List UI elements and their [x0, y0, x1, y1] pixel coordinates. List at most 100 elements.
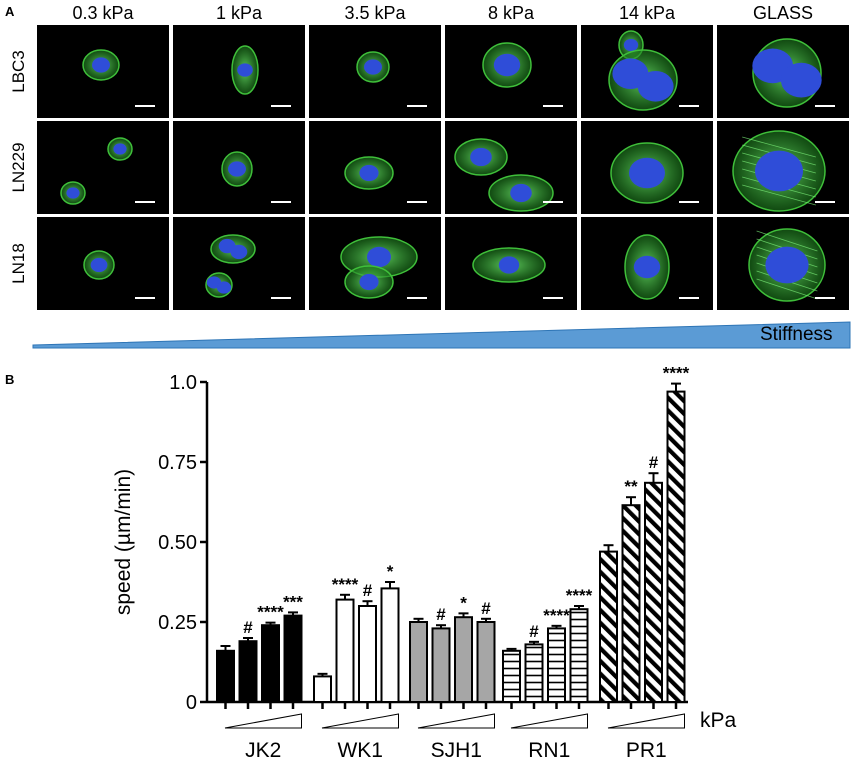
bar [524, 643, 544, 704]
group-label: JK2 [245, 739, 281, 762]
cell-nucleus [633, 255, 661, 279]
bar [454, 616, 473, 704]
cell-nucleus [470, 147, 492, 167]
bar [644, 481, 663, 703]
significance-marker: * [460, 593, 467, 612]
cell-nucleus [66, 187, 80, 199]
y-tick-label: 0.25 [158, 612, 197, 634]
stiffness-ramp [510, 713, 588, 729]
bar-group: # * # SJH1 [409, 593, 496, 762]
significance-marker: # [243, 618, 253, 637]
stiffness-ramp [224, 713, 302, 729]
micrograph-tile [309, 121, 441, 214]
bar [547, 627, 566, 704]
bar [569, 608, 589, 704]
micrograph-tile [717, 121, 849, 214]
bar [261, 624, 280, 704]
micrograph-tile [309, 25, 441, 118]
bar [621, 504, 641, 704]
bar-group: #********RN1 [502, 586, 593, 762]
micrograph-background [173, 217, 305, 310]
group-label: SJH1 [431, 739, 482, 762]
significance-marker: # [436, 605, 446, 624]
column-label: 0.3 kPa [72, 3, 134, 23]
significance-marker: # [649, 453, 659, 472]
significance-marker: ** [624, 477, 638, 496]
significance-marker: **** [332, 575, 359, 594]
bar-group: ** # **** PR1 [599, 364, 690, 762]
cell-nucleus [498, 256, 520, 274]
significance-marker: # [529, 622, 539, 641]
bar [238, 640, 258, 704]
bar [380, 587, 400, 704]
bar [216, 649, 235, 703]
significance-marker: # [363, 581, 373, 600]
cell-nucleus [629, 157, 665, 189]
micrograph-background [37, 121, 169, 214]
stiffness-ramp [417, 713, 495, 729]
micrograph-tile [581, 217, 713, 310]
significance-marker: **** [566, 586, 593, 605]
cell-nucleus [493, 53, 521, 77]
actin-fiber [742, 136, 816, 158]
cell-nucleus [364, 59, 382, 75]
micrograph-tile [581, 121, 713, 214]
cell-nucleus [780, 62, 822, 98]
micrograph-grid [37, 25, 849, 310]
panel-b-letter: B [5, 372, 14, 387]
bar [358, 605, 377, 703]
actin-fiber [756, 230, 818, 252]
significance-marker: * [387, 562, 394, 581]
column-labels: 0.3 kPa 1 kPa 3.5 kPa 8 kPa 14 kPa GLASS [72, 3, 813, 23]
bar [431, 627, 451, 704]
cell-nucleus [359, 273, 379, 291]
bar [599, 550, 618, 703]
micrograph-tile [309, 217, 441, 310]
micrograph-tile [173, 121, 305, 214]
column-label: GLASS [753, 3, 813, 23]
stiffness-ramp [321, 713, 399, 729]
group-label: RN1 [528, 739, 570, 762]
micrograph-tile [37, 217, 169, 310]
cell-nucleus [92, 57, 110, 73]
column-label: 3.5 kPa [344, 3, 406, 23]
cell-nucleus [216, 281, 232, 294]
cell-nucleus [237, 63, 253, 77]
micrograph-tile [445, 25, 577, 118]
column-label: 1 kPa [216, 3, 263, 23]
micrograph-tile [173, 217, 305, 310]
micrograph-tile [37, 25, 169, 118]
cell-nucleus [113, 143, 127, 155]
significance-marker: **** [257, 603, 284, 622]
bar-group: #*******JK2 [216, 592, 303, 762]
bar [409, 621, 428, 703]
bar [313, 675, 332, 704]
y-tick-label: 0.50 [158, 532, 197, 554]
micrograph-tile [173, 25, 305, 118]
cell-nucleus [765, 246, 809, 284]
row-label: LN229 [9, 142, 28, 192]
cell-nucleus [230, 244, 248, 260]
y-axis-title: speed (µm/min) [112, 469, 135, 615]
bar [476, 621, 496, 703]
panel-a-letter: A [5, 4, 15, 19]
group-label: PR1 [626, 739, 667, 762]
micrograph-tile [445, 217, 577, 310]
cell-nucleus [623, 38, 639, 52]
row-label: LN18 [9, 243, 28, 284]
bar [502, 649, 521, 703]
cell-nucleus [367, 246, 391, 268]
cell-nucleus [755, 150, 803, 192]
micrograph-tile [37, 121, 169, 214]
bar-group: **** # * WK1 [313, 562, 400, 762]
micrograph-tile [717, 217, 849, 310]
y-tick-label: 0.75 [158, 452, 197, 474]
cell-nucleus [90, 257, 108, 273]
cell-nucleus [637, 71, 674, 102]
cell-nucleus [228, 161, 246, 177]
row-label: LBC3 [9, 50, 28, 93]
significance-marker: **** [663, 364, 690, 383]
significance-marker: **** [543, 606, 570, 625]
